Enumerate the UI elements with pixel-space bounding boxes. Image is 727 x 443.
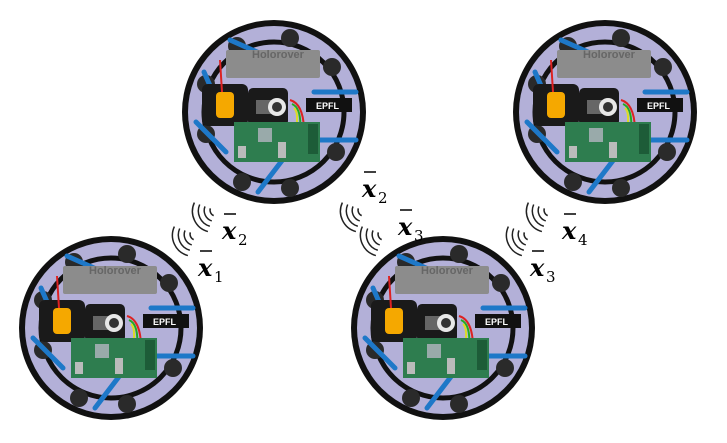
robot-3-brand: Holorover bbox=[421, 265, 474, 277]
svg-text:x: x bbox=[221, 216, 237, 245]
robot-2-brand: Holorover bbox=[252, 49, 305, 61]
svg-text:2: 2 bbox=[378, 189, 388, 207]
signal-waves-icon bbox=[186, 196, 220, 236]
state-label-x3-right: x 3 bbox=[529, 250, 556, 286]
svg-text:2: 2 bbox=[238, 231, 248, 249]
svg-text:x: x bbox=[397, 212, 413, 241]
signal-waves-icon bbox=[354, 220, 388, 260]
svg-text:1: 1 bbox=[214, 268, 224, 286]
state-label-x1: x 1 bbox=[197, 250, 224, 286]
robot-2: Holorover EPFL bbox=[182, 20, 366, 204]
svg-text:3: 3 bbox=[546, 268, 556, 286]
svg-text:x: x bbox=[361, 174, 377, 203]
state-label-x2-right: x 2 bbox=[361, 171, 388, 207]
svg-text:x: x bbox=[197, 253, 213, 282]
robot-1-logo: EPFL bbox=[153, 317, 177, 327]
robot-2-logo: EPFL bbox=[316, 101, 340, 111]
robot-4: Holorover EPFL bbox=[513, 20, 697, 204]
robot-3: Holorover EPFL bbox=[351, 236, 535, 420]
signal-waves-icon bbox=[166, 220, 200, 260]
svg-text:3: 3 bbox=[414, 227, 424, 245]
state-label-x4: x 4 bbox=[561, 213, 588, 249]
signal-waves-icon bbox=[520, 196, 554, 236]
svg-text:x: x bbox=[529, 253, 545, 282]
robot-1-brand: Holorover bbox=[89, 265, 142, 277]
signal-waves-icon bbox=[500, 220, 534, 260]
robot-1: Holorover EPFL bbox=[19, 236, 203, 420]
svg-text:x: x bbox=[561, 216, 577, 245]
state-label-x3-center: x 3 bbox=[397, 209, 424, 245]
svg-text:4: 4 bbox=[578, 231, 588, 249]
state-label-x2-left: x 2 bbox=[221, 213, 248, 249]
robot-4-brand: Holorover bbox=[583, 49, 636, 61]
robot-3-logo: EPFL bbox=[485, 317, 509, 327]
robot-4-logo: EPFL bbox=[647, 101, 671, 111]
